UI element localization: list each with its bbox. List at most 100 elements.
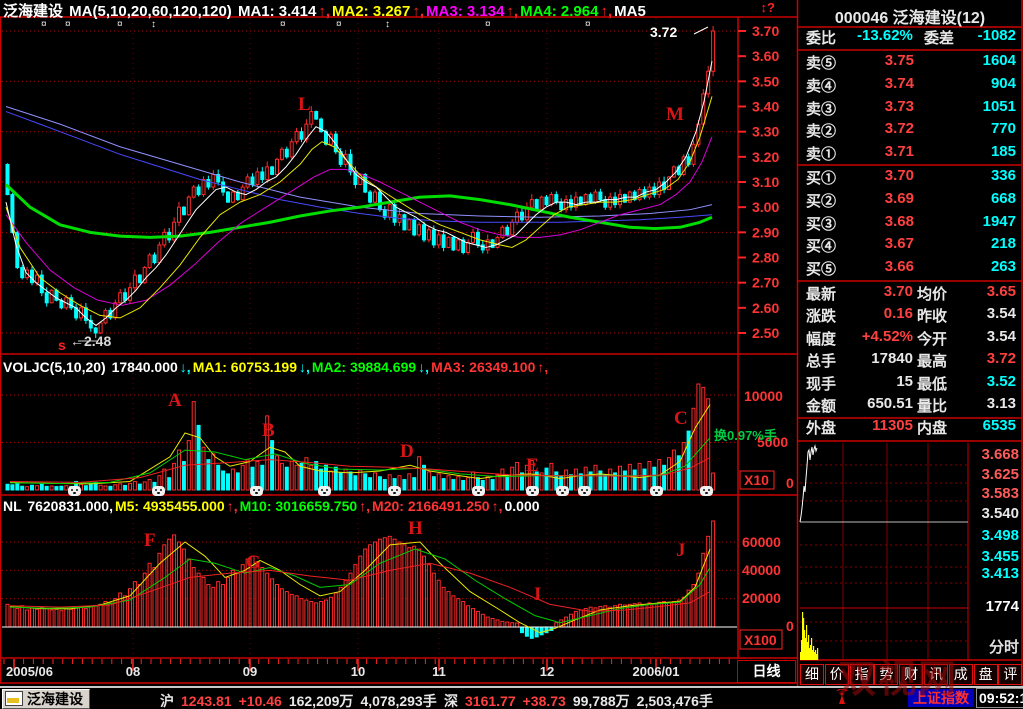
tab-7[interactable]: 成	[948, 664, 973, 685]
watermark: 双视网	[838, 659, 959, 701]
bid-row[interactable]: 买⑤ 3.66 263	[799, 258, 1021, 281]
info-mine-icon[interactable]	[318, 486, 331, 496]
marker-letter-D: D	[400, 441, 414, 462]
svg-text:X100: X100	[744, 632, 777, 648]
bid-row[interactable]: 买④ 3.67 218	[799, 235, 1021, 258]
info-mine-icon[interactable]	[556, 486, 569, 496]
marker-letter-F: F	[144, 530, 156, 551]
info-mine-icon[interactable]	[526, 486, 539, 496]
volume-indicator-value: MA3: 26349.100	[431, 359, 536, 375]
svg-text:X10: X10	[744, 472, 769, 488]
svg-text:60000: 60000	[742, 534, 781, 550]
ma-value-label: MA3: 3.134	[426, 3, 505, 20]
tab-5[interactable]: 财	[899, 664, 924, 685]
nl-indicator-value: M20: 2166491.250	[372, 498, 490, 514]
info-mine-icon[interactable]	[650, 486, 663, 496]
mini-axis-label: 3.668	[981, 446, 1019, 463]
quote-info-row: 幅度 +4.52% 今开 3.54	[799, 328, 1021, 351]
tab-3[interactable]: 指	[849, 664, 874, 685]
info-mine-icon[interactable]	[388, 486, 401, 496]
info-mine-icon[interactable]	[68, 486, 81, 496]
bid-row[interactable]: 买③ 3.68 1947	[799, 213, 1021, 236]
volume-indicator-value: MA1: 60753.199	[192, 359, 297, 375]
index-selector-button[interactable]: 上证指数	[908, 689, 974, 707]
chart-corner-buttons[interactable]: ↕?	[760, 0, 775, 15]
ask-price: 3.73	[884, 97, 914, 115]
x-axis-tick-label: 12	[539, 664, 555, 679]
ask-level-label: 卖②	[806, 123, 837, 141]
marker-letter-H: H	[408, 518, 423, 539]
volume-indicator-header: VOLJC(5,10,20) 17840.000 ↓, MA1: 60753.199…	[3, 359, 550, 375]
message-icon[interactable]	[5, 691, 23, 706]
x-axis-tick-label: 11	[432, 664, 446, 679]
event-marker-icon: ¤	[585, 19, 591, 30]
main-y-axis-label: 2.90	[752, 224, 779, 240]
mini-axis-label: 3.455	[981, 548, 1019, 565]
quote-value: 3.65	[986, 283, 1016, 300]
quote-label: 均价	[917, 286, 948, 303]
info-mine-icon[interactable]	[578, 486, 591, 496]
marker-letter-C: C	[674, 408, 688, 429]
volume-indicator-value: ↑,	[537, 359, 549, 375]
period-selector-daily[interactable]: 日线	[737, 660, 796, 683]
tab-6[interactable]: 讯	[924, 664, 948, 685]
quote-value: 15	[896, 372, 913, 390]
ma-value-label: ↑,	[506, 3, 519, 20]
mini-axis-label: 3.540	[981, 505, 1019, 522]
marker-letter-L: L	[298, 94, 311, 115]
event-marker-icon: ¤	[41, 19, 47, 30]
marker-letter-I: I	[534, 584, 542, 605]
quote-label: 今开	[917, 330, 948, 348]
ask-row[interactable]: 卖① 3.71 185	[799, 143, 1021, 166]
tab-1[interactable]: 细	[800, 664, 824, 685]
ask-volume: 904	[990, 74, 1016, 92]
sz-index-value: 2,503,476手	[636, 693, 713, 709]
marker-letter-J: J	[676, 540, 686, 561]
tab-4[interactable]: 势	[874, 664, 899, 685]
quote-info-row: 涨跌 0.16 昨收 3.54	[799, 305, 1021, 328]
tab-9[interactable]: 评	[998, 664, 1023, 685]
ask-price: 3.72	[884, 120, 914, 138]
shenzhen-index-summary: 深 3161.77 +38.73 99,788万 2,503,476手	[444, 691, 720, 709]
status-bar	[0, 688, 1023, 709]
quote-label: 最低	[917, 375, 948, 393]
bid-row[interactable]: 买① 3.70 336	[799, 167, 1021, 190]
tab-2[interactable]: 价	[824, 664, 849, 685]
bid-price: 3.68	[884, 212, 914, 230]
quote-value: +4.52%	[861, 327, 913, 345]
quote-label: 内盘	[917, 420, 948, 438]
svg-text:20000: 20000	[742, 590, 781, 606]
mini-chart-mode-label[interactable]: 分时	[988, 639, 1019, 656]
mini-axis-label: 1774	[985, 598, 1019, 615]
info-mine-icon[interactable]	[472, 486, 485, 496]
quote-value: 650.51	[867, 395, 913, 412]
bid-row[interactable]: 买② 3.69 668	[799, 190, 1021, 213]
price-annotation: s	[58, 337, 66, 353]
quote-label: 外盘	[806, 420, 837, 438]
nl-indicator-value: NL	[3, 498, 26, 514]
main-y-axis-label: 3.10	[752, 174, 779, 190]
event-marker-icon: ¤	[485, 19, 491, 30]
info-mine-icon[interactable]	[700, 486, 713, 496]
info-mine-icon[interactable]	[250, 486, 263, 496]
marker-letter-G: G	[246, 552, 261, 573]
tab-8[interactable]: 盘	[973, 664, 998, 685]
quote-value: 6535	[982, 417, 1016, 435]
info-mine-icon[interactable]	[152, 486, 165, 496]
ask-row[interactable]: 卖⑤ 3.75 1604	[799, 52, 1021, 75]
ask-row[interactable]: 卖④ 3.74 904	[799, 75, 1021, 98]
ask-row[interactable]: 卖② 3.72 770	[799, 120, 1021, 143]
mini-axis-label: 3.583	[981, 485, 1019, 502]
sh-index-value: 162,209万	[288, 693, 354, 709]
ask-row[interactable]: 卖③ 3.73 1051	[799, 98, 1021, 121]
x-axis-tick-label: 10	[350, 664, 366, 679]
quote-label: 最高	[917, 353, 948, 371]
ask-volume: 185	[990, 143, 1016, 161]
quote-value: 3.54	[986, 305, 1016, 323]
volume-indicator-value: ↓,	[179, 359, 191, 375]
turnover-annotation: 换0.97%手	[714, 428, 777, 443]
ask-volume: 770	[990, 120, 1016, 138]
bid-level-label: 买④	[806, 238, 837, 256]
ask-level-label: 卖④	[806, 77, 837, 95]
x-axis-tick-label: 09	[242, 664, 258, 679]
